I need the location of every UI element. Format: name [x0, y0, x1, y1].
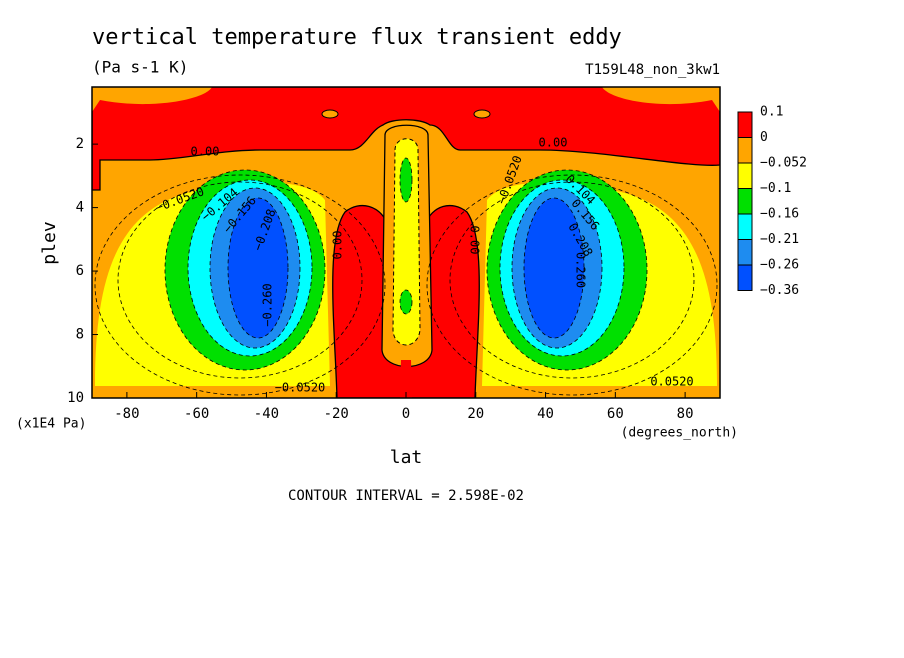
contour-field: 0.000.000.00 0.00−0.0520 −0.0520−0.0520 0.0… [92, 87, 720, 398]
contour-line [426, 174, 718, 396]
contour-label: 0.00 [191, 145, 220, 159]
colorbar-label: −0.26 [760, 258, 799, 273]
y-unit-label: (x1E4 Pa) [16, 417, 86, 432]
colorbar-box [737, 264, 753, 291]
contour-line [117, 181, 363, 379]
y-tick-label: 2 [76, 136, 84, 152]
colorbar-box [737, 111, 753, 138]
colorbar-label: −0.16 [760, 207, 799, 222]
contour-label: 0.00 [331, 231, 345, 260]
contour-region [399, 289, 413, 315]
x-tick-label: 40 [537, 406, 554, 422]
x-tick-label: 0 [402, 406, 410, 422]
y-tick-label: 4 [76, 200, 84, 216]
colorbar-label: 0 [760, 130, 768, 145]
colorbar-box [737, 213, 753, 240]
colorbar-box [737, 188, 753, 215]
run-label: T159L48_non_3kw1 [585, 62, 720, 78]
contour-region [523, 197, 585, 339]
x-tick-label: -40 [254, 406, 279, 422]
y-tick-label: 8 [76, 327, 84, 343]
y-tick-label: 10 [67, 390, 84, 406]
x-unit-label: (degrees_north) [621, 426, 738, 441]
contour-label: 0.260 [574, 252, 588, 288]
contour-region [92, 87, 720, 191]
y-tick-label: 6 [76, 263, 84, 279]
x-tick-label: -20 [324, 406, 349, 422]
colorbar-label: 0.1 [760, 105, 783, 120]
contour-region [227, 197, 289, 339]
colorbar-label: −0.1 [760, 181, 791, 196]
x-tick-label: 80 [677, 406, 694, 422]
footer: CONTOUR INTERVAL = 2.598E-02 [288, 488, 524, 504]
contour-label: −0.0520 [275, 381, 326, 395]
contour-label: 0.00 [468, 226, 482, 255]
contour-region [400, 360, 412, 398]
contour-region [392, 138, 421, 346]
x-tick-label: 60 [607, 406, 624, 422]
contour-region [473, 109, 491, 119]
contour-label: −0.260 [261, 283, 275, 326]
contour-label: 0.0520 [650, 375, 693, 389]
contour-region [321, 109, 339, 119]
x-axis-label: lat [390, 447, 423, 468]
chart-title: vertical temperature flux transient eddy [92, 25, 622, 50]
contour-line [449, 181, 695, 379]
contour-line [94, 174, 386, 396]
colorbar-box [737, 239, 753, 266]
contour-label: 0.00 [539, 136, 568, 150]
x-tick-label: 20 [467, 406, 484, 422]
contour-region [602, 87, 720, 112]
y-axis-label: plev [39, 221, 60, 264]
contour-region [92, 87, 212, 112]
x-tick-label: -60 [184, 406, 209, 422]
colorbar-label: −0.052 [760, 156, 807, 171]
colorbar-box [737, 162, 753, 189]
x-tick-label: -80 [114, 406, 139, 422]
colorbar-label: −0.21 [760, 232, 799, 247]
contour-region [399, 157, 413, 203]
colorbar-box [737, 137, 753, 164]
colorbar-label: −0.36 [760, 283, 799, 298]
chart-subtitle: (Pa s-1 K) [92, 58, 188, 77]
